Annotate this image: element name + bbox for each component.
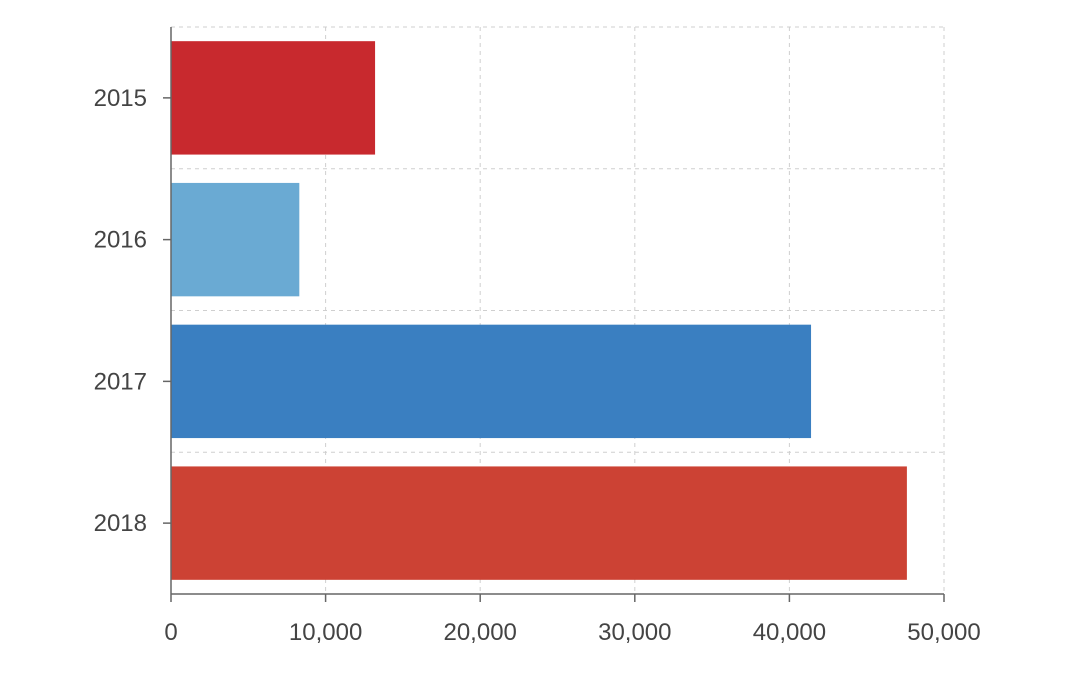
y-tick-label: 2015 bbox=[94, 85, 147, 112]
bar-2016 bbox=[171, 182, 300, 297]
y-tick-label: 2016 bbox=[94, 227, 147, 254]
axes bbox=[163, 27, 945, 602]
x-tick-label: 0 bbox=[164, 619, 177, 646]
bars bbox=[171, 41, 907, 580]
bar-2017 bbox=[171, 324, 812, 439]
x-tick-label: 40,000 bbox=[753, 619, 826, 646]
x-tick-label: 20,000 bbox=[443, 619, 516, 646]
bar-2015 bbox=[171, 41, 376, 155]
y-tick-label: 2017 bbox=[94, 368, 147, 395]
bar-2018 bbox=[171, 466, 907, 580]
x-tick-label: 30,000 bbox=[598, 619, 671, 646]
tick-labels: 0 10,000 20,000 30,000 40,000 50,000 2015 2016 2… bbox=[94, 85, 981, 646]
y-tick-label: 2018 bbox=[94, 510, 147, 537]
x-tick-label: 50,000 bbox=[907, 619, 980, 646]
x-tick-label: 10,000 bbox=[289, 619, 362, 646]
